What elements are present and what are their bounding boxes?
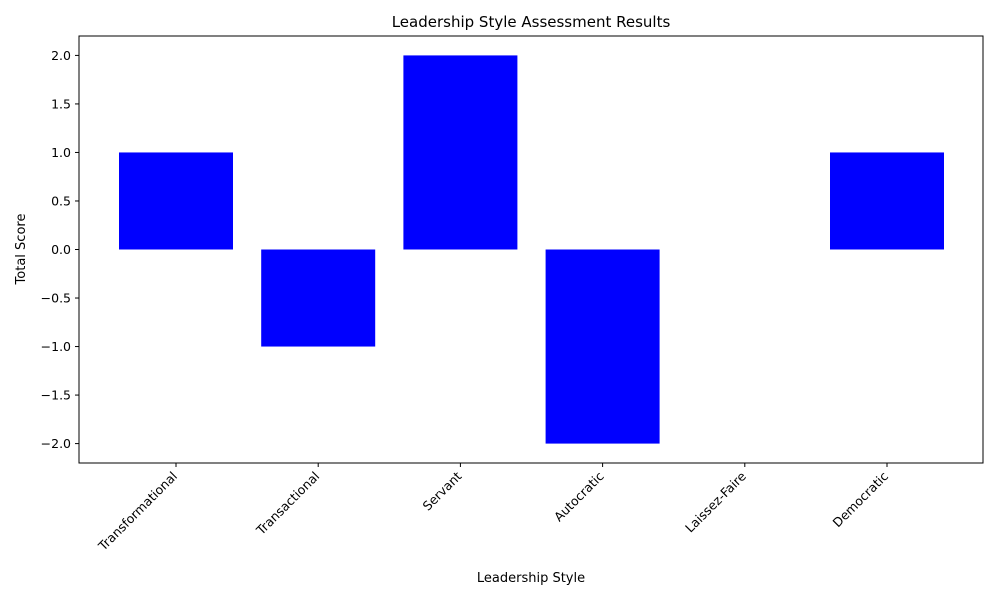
bars-group (119, 55, 944, 444)
bar-transactional (261, 249, 376, 347)
bar-autocratic (545, 249, 660, 444)
y-tick-label: −0.5 (41, 291, 71, 306)
x-tick-label: Democratic (830, 468, 892, 530)
y-tick-label: 0.5 (51, 193, 71, 208)
y-tick-label: 1.0 (51, 145, 71, 160)
y-tick-label: 1.5 (51, 96, 71, 111)
x-tick-label: Laissez-Faire (682, 468, 749, 535)
bar-transformational (119, 152, 233, 250)
y-tick-label: −2.0 (41, 436, 71, 451)
x-tick-label: Transactional (253, 469, 323, 539)
y-axis-ticks: 2.0 1.5 1.0 0.5 0.0 −0.5 −1.0 −1.5 −2.0 (41, 48, 79, 451)
x-tick-label: Autocratic (551, 468, 607, 524)
chart-title: Leadership Style Assessment Results (392, 13, 671, 31)
x-axis-label: Leadership Style (477, 571, 585, 586)
x-tick-label: Transformational (95, 469, 181, 555)
y-axis-label: Total Score (14, 214, 29, 286)
x-axis-ticks: Transformational Transactional Servant Auto… (95, 463, 892, 555)
bar-democratic (830, 152, 944, 250)
y-tick-label: −1.0 (41, 339, 71, 354)
y-tick-label: 0.0 (51, 242, 71, 257)
x-tick-label: Servant (420, 468, 465, 513)
bar-servant (403, 55, 518, 250)
y-tick-label: 2.0 (51, 48, 71, 63)
y-tick-label: −1.5 (41, 388, 71, 403)
